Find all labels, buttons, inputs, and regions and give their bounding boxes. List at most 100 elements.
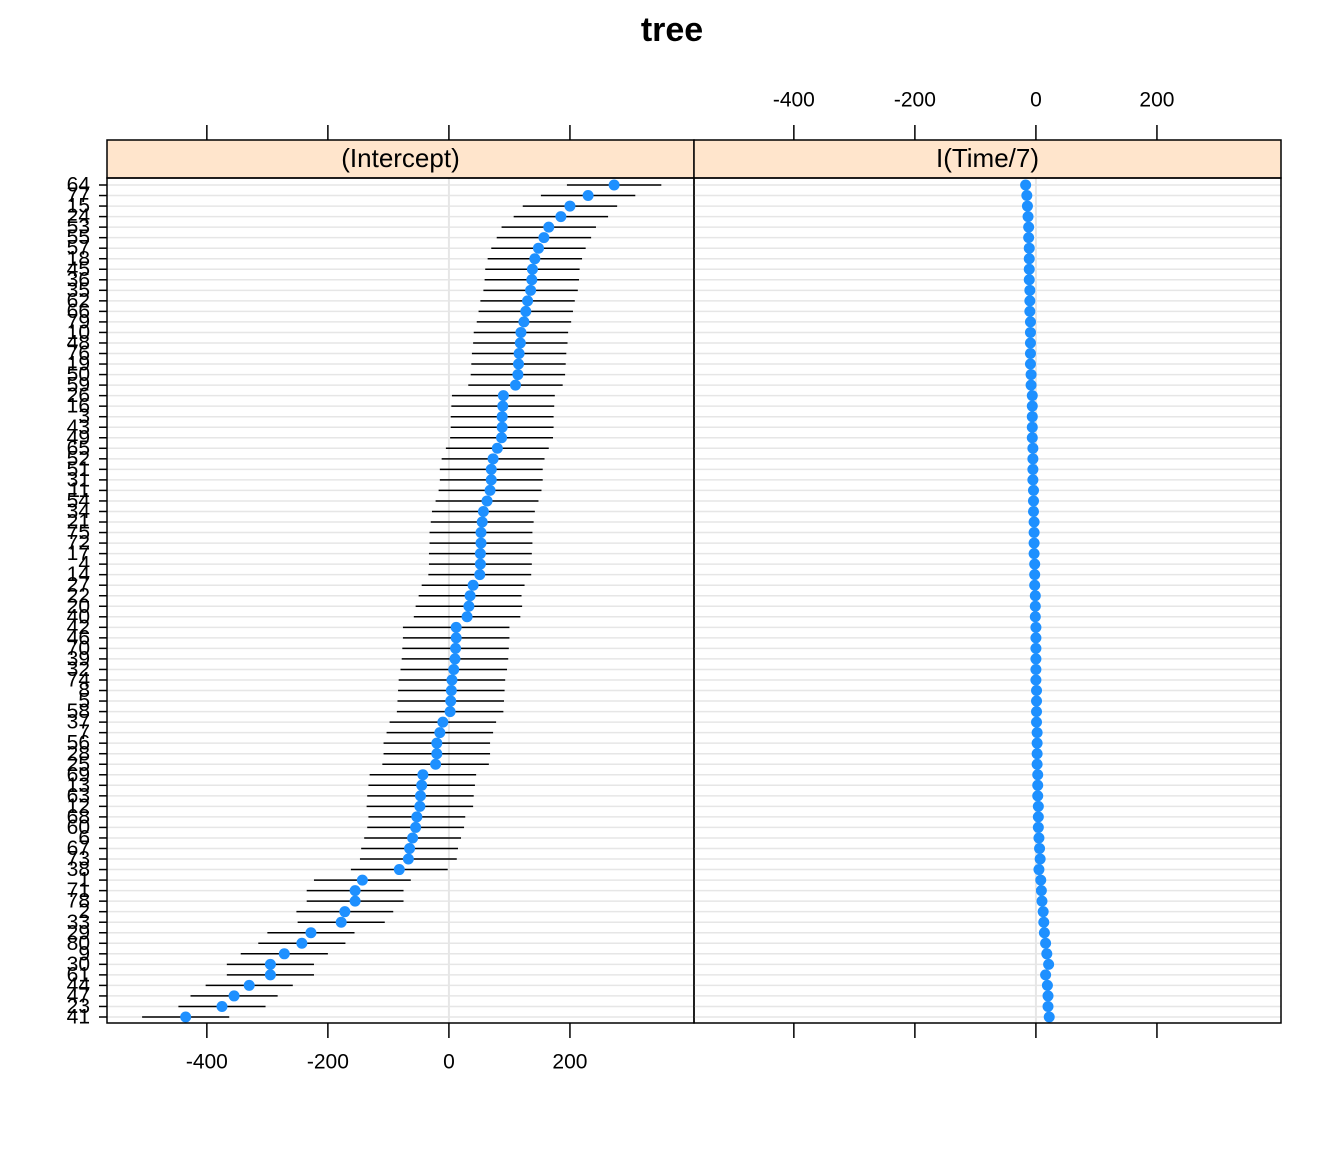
y-tick-label: 16: [67, 395, 90, 418]
y-tick-label: 76: [67, 342, 90, 365]
y-tick-label: 2: [78, 900, 90, 923]
y-tick-label: 64: [67, 174, 91, 197]
point: [1033, 864, 1045, 876]
y-tick-label: 42: [67, 616, 90, 639]
point: [1024, 358, 1036, 370]
point: [416, 779, 428, 791]
y-tick-label: 73: [67, 848, 90, 871]
strip: [693, 139, 1282, 179]
point: [522, 295, 534, 307]
point: [1023, 274, 1035, 286]
point: [402, 853, 414, 865]
point: [1023, 253, 1035, 265]
y-tick-label: 65: [67, 437, 90, 460]
point: [467, 579, 479, 591]
point: [474, 569, 486, 581]
y-tick-label: 13: [67, 774, 90, 797]
point: [1028, 527, 1040, 539]
point: [448, 663, 460, 675]
point: [407, 832, 419, 844]
y-tick-label: 10: [67, 321, 90, 344]
point: [1028, 548, 1040, 560]
point: [1029, 558, 1041, 570]
point: [1034, 842, 1046, 854]
point: [1027, 505, 1039, 517]
point: [520, 305, 532, 317]
y-tick-label: 77: [67, 184, 90, 207]
point: [1023, 232, 1035, 244]
y-tick-label: 50: [67, 363, 90, 386]
point: [1025, 369, 1037, 381]
point: [1032, 821, 1044, 833]
point: [1027, 453, 1039, 465]
point: [1032, 779, 1044, 791]
y-tick-label: 28: [67, 742, 90, 765]
point: [1040, 969, 1052, 981]
point: [180, 1011, 192, 1023]
point: [1031, 706, 1043, 718]
point: [1027, 463, 1039, 475]
point: [1024, 326, 1036, 338]
point: [1024, 295, 1036, 307]
y-tick-label: 8: [78, 679, 90, 702]
y-tick-label: 46: [67, 626, 90, 649]
y-tick-label: 31: [67, 468, 90, 491]
point: [431, 748, 443, 760]
y-tick-label: 27: [67, 574, 90, 597]
x-tick-label: -400: [186, 1051, 228, 1074]
y-tick-label: 43: [67, 416, 90, 439]
point: [1021, 190, 1033, 202]
y-tick-label: 5: [78, 690, 90, 713]
point: [1032, 800, 1044, 812]
y-tick-label: 19: [67, 353, 90, 376]
point: [1030, 632, 1042, 644]
point: [538, 232, 550, 244]
point: [529, 253, 541, 265]
y-tick-label: 7: [78, 721, 90, 744]
point: [518, 316, 530, 328]
point: [1043, 1011, 1055, 1023]
point: [243, 979, 255, 991]
point: [491, 442, 503, 454]
point: [1030, 642, 1042, 654]
point: [1032, 811, 1044, 823]
point: [1030, 621, 1042, 633]
point: [434, 727, 446, 739]
y-tick-label: 54: [67, 489, 91, 512]
x-tick-label: 200: [552, 1051, 587, 1074]
y-tick-label: 49: [67, 426, 90, 449]
point: [445, 685, 457, 697]
point: [335, 916, 347, 928]
point: [393, 864, 405, 876]
y-tick-label: 39: [67, 647, 90, 670]
point: [278, 948, 290, 960]
y-tick-label: 71: [67, 879, 90, 902]
point: [1038, 927, 1050, 939]
y-tick-label: 40: [67, 605, 90, 628]
point: [1038, 916, 1050, 928]
point: [514, 337, 526, 349]
point: [1030, 674, 1042, 686]
point: [1042, 1000, 1054, 1012]
point: [411, 811, 423, 823]
point: [414, 800, 426, 812]
y-tick-label: 53: [67, 216, 90, 239]
y-tick-label: 78: [67, 890, 90, 913]
point: [1023, 221, 1035, 233]
y-tick-label: 62: [67, 289, 90, 312]
x-tick-label: -400: [773, 89, 815, 112]
point: [1024, 348, 1036, 360]
point: [1036, 895, 1048, 907]
y-tick-label: 44: [67, 974, 91, 997]
point: [216, 1000, 228, 1012]
y-tick-label: 30: [67, 953, 90, 976]
point: [1033, 832, 1045, 844]
panel-frame: [693, 177, 1282, 1024]
point: [496, 411, 508, 423]
point: [1030, 663, 1042, 675]
point: [1024, 284, 1036, 296]
point: [1027, 495, 1039, 507]
point: [1032, 769, 1044, 781]
point: [446, 674, 458, 686]
point: [430, 758, 442, 770]
